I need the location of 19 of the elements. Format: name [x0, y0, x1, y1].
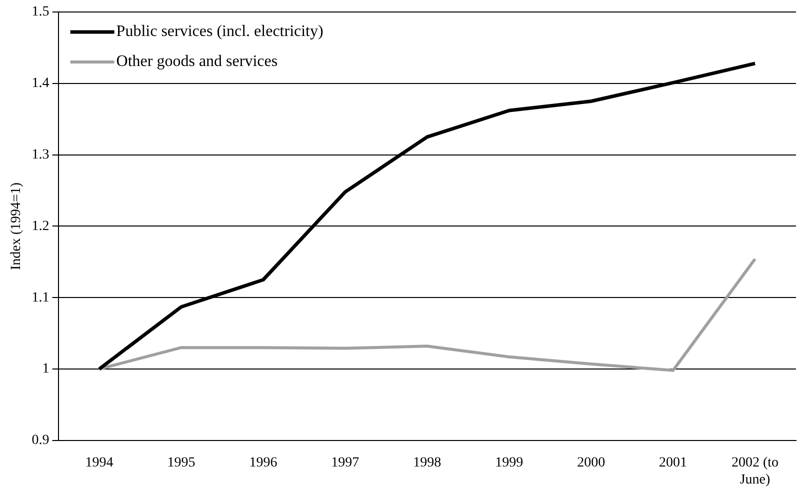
x-tick-label: 1994 [85, 455, 114, 470]
y-tick-label: 1.1 [32, 290, 50, 306]
legend-label: Public services (incl. electricity) [116, 23, 324, 40]
y-axis-title: Index (1994=1) [9, 182, 24, 270]
x-tick-label: 1998 [413, 455, 442, 470]
y-tick-label: 1 [42, 362, 50, 377]
x-tick-label: 1999 [495, 455, 524, 470]
x-tick-label: 2002 (to June) [731, 455, 779, 488]
y-tick-label: 1.4 [32, 76, 50, 92]
y-tick-label: 1.2 [32, 218, 50, 234]
y-tick-label: 1.5 [32, 4, 50, 20]
x-tick-label: 1996 [249, 455, 278, 470]
y-tick-label: 0.9 [32, 433, 50, 448]
y-tick-label: 1.3 [32, 147, 50, 162]
legend-label: Other goods and services [116, 53, 278, 70]
x-tick-label: 1995 [167, 455, 196, 470]
x-tick-label: 1997 [331, 455, 360, 470]
x-tick-label: 2001 [659, 455, 688, 470]
x-tick-label: 2000 [577, 455, 606, 470]
